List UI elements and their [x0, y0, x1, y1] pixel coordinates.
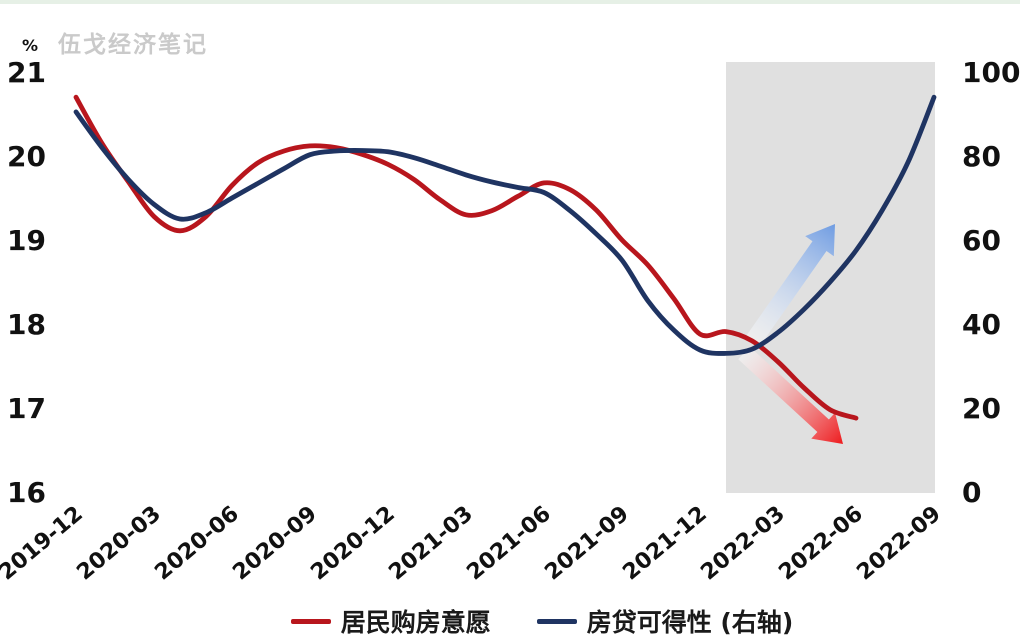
right-axis-tick-label: 100	[962, 56, 1020, 89]
legend-label-red: 居民购房意愿	[340, 608, 491, 637]
left-axis-tick-label: 21	[7, 56, 46, 89]
right-axis-tick-label: 40	[962, 308, 1001, 341]
x-axis-tick-label: 2022-06	[774, 501, 867, 585]
blue-line-swatch	[536, 618, 577, 624]
right-axis-tick-label: 80	[962, 140, 1001, 173]
left-axis-tick-label: 18	[7, 308, 46, 341]
x-axis-tick-label: 2020-09	[228, 501, 321, 585]
x-axis-tick-label: 2021-12	[618, 501, 711, 585]
x-axis-tick-label: 2022-03	[696, 501, 789, 585]
x-axis-tick-label: 2019-12	[0, 501, 88, 585]
x-axis-tick-label: 2020-12	[306, 501, 399, 585]
x-axis-tick-label: 2021-06	[462, 501, 555, 585]
blue-series-line	[73, 94, 937, 356]
left-axis-tick-label: 20	[7, 140, 46, 173]
x-axis-tick-label: 2021-09	[540, 501, 633, 585]
red-line-swatch	[290, 618, 331, 624]
legend-item-blue: 房贷可得性 (右轴)	[536, 603, 794, 639]
x-axis-tick-label: 2022-09	[852, 501, 945, 585]
red-series-line	[73, 94, 859, 421]
x-axis-tick-label: 2021-03	[384, 501, 477, 585]
right-axis-tick-label: 0	[962, 476, 981, 509]
legend-label-blue: 房贷可得性 (右轴)	[586, 608, 794, 637]
x-axis-tick-label: 2020-03	[72, 501, 165, 585]
left-axis-tick-label: 19	[7, 224, 46, 257]
right-axis-tick-label: 20	[962, 392, 1001, 425]
x-axis-tick-label: 2020-06	[150, 501, 243, 585]
chart-legend: 居民购房意愿 房贷可得性 (右轴)	[0, 601, 1020, 641]
legend-item-red: 居民购房意愿	[290, 603, 491, 639]
left-axis-tick-label: 16	[7, 476, 46, 509]
watermark-text: 伍戈经济笔记	[58, 31, 208, 58]
top-strip	[0, 0, 1020, 4]
left-axis-unit-label: %	[22, 36, 38, 55]
fall-arrow-icon	[738, 346, 843, 444]
right-axis-tick-label: 60	[962, 224, 1001, 257]
rise-arrow-icon	[746, 224, 835, 346]
chart-canvas: 伍戈经济笔记%2120191817161008060402002019-1220…	[0, 31, 1020, 586]
left-axis-tick-label: 17	[7, 392, 46, 425]
